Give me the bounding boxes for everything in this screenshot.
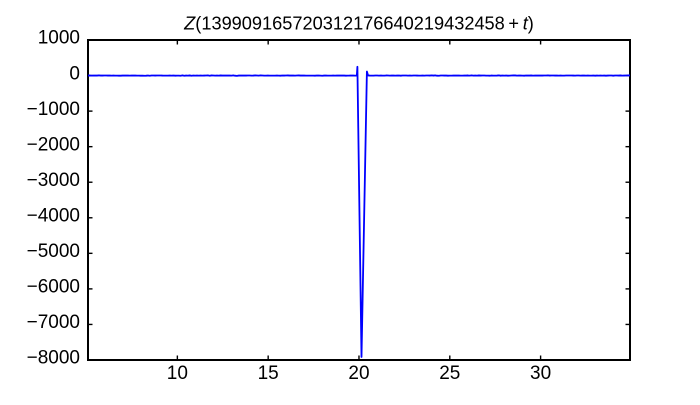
svg-text:−2000: −2000 (27, 134, 80, 155)
svg-text:30: 30 (530, 363, 551, 384)
svg-text:25: 25 (439, 363, 460, 384)
svg-text:−8000: −8000 (27, 348, 80, 369)
svg-text:−7000: −7000 (27, 312, 80, 333)
svg-text:−5000: −5000 (27, 241, 80, 262)
svg-text:15: 15 (258, 363, 279, 384)
svg-text:1000: 1000 (38, 28, 80, 49)
svg-text:−6000: −6000 (27, 277, 80, 298)
svg-text:10: 10 (167, 363, 188, 384)
svg-text:−3000: −3000 (27, 170, 80, 191)
svg-text:−1000: −1000 (27, 99, 80, 120)
svg-text:0: 0 (69, 63, 80, 84)
svg-text:20: 20 (348, 363, 369, 384)
svg-text:Z(1399091657203121766402194324: Z(139909165720312176640219432458 + t) (183, 14, 534, 34)
svg-text:−4000: −4000 (27, 205, 80, 226)
